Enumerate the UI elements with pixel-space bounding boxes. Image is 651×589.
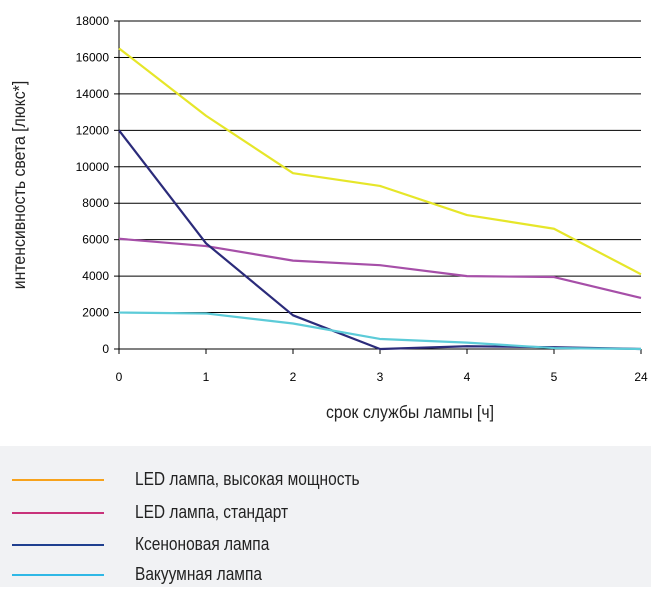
legend-swatch-led-high-power [12,479,104,481]
legend-swatch-xenon [12,544,104,546]
y-tick-label: 14000 [76,87,110,101]
legend: LED лампа, высокая мощность LED лампа, с… [0,446,651,587]
x-tick-label: 24 [634,370,648,384]
y-tick-label: 4000 [82,269,109,283]
y-tick-label: 8000 [82,196,109,210]
y-tick-label: 0 [102,342,109,356]
x-tick-label: 4 [464,370,471,384]
y-tick-label: 12000 [76,123,110,137]
legend-label-led-high-power: LED лампа, высокая мощность [135,469,360,489]
legend-swatch-vacuum [12,574,104,576]
series-line-1 [118,237,642,300]
series-line-0 [118,47,642,276]
y-tick-label: 18000 [76,14,110,28]
series-line-3 [118,311,642,351]
y-tick-label: 6000 [82,233,109,247]
y-tick-label: 16000 [76,50,110,64]
legend-item-led-high-power: LED лампа, высокая мощность [0,466,651,494]
legend-item-led-standard: LED лампа, стандарт [0,499,651,527]
line-chart: 0 2000 4000 6000 8000 10000 12000 14000 16000 180… [9,14,648,422]
legend-label-vacuum: Вакуумная лампа [135,564,262,584]
y-axis-label: интенсивность света [люкс*] [9,81,29,289]
x-tick-label: 0 [116,370,123,384]
legend-label-xenon: Ксеноновая лампа [135,534,270,554]
legend-item-vacuum: Вакуумная лампа [0,561,651,589]
x-tick-label: 2 [290,370,297,384]
x-tick-label: 3 [377,370,384,384]
x-tick-label: 1 [203,370,210,384]
chart-canvas: 0 2000 4000 6000 8000 10000 12000 14000 16000 180… [9,14,648,422]
y-tick-label: 2000 [82,306,109,320]
legend-label-led-standard: LED лампа, стандарт [135,502,289,522]
legend-swatch-led-standard [12,512,104,514]
x-axis-label: срок службы лампы [ч] [326,402,494,422]
legend-item-xenon: Ксеноновая лампа [0,531,651,559]
y-tick-label: 10000 [76,160,110,174]
x-tick-label: 5 [551,370,558,384]
